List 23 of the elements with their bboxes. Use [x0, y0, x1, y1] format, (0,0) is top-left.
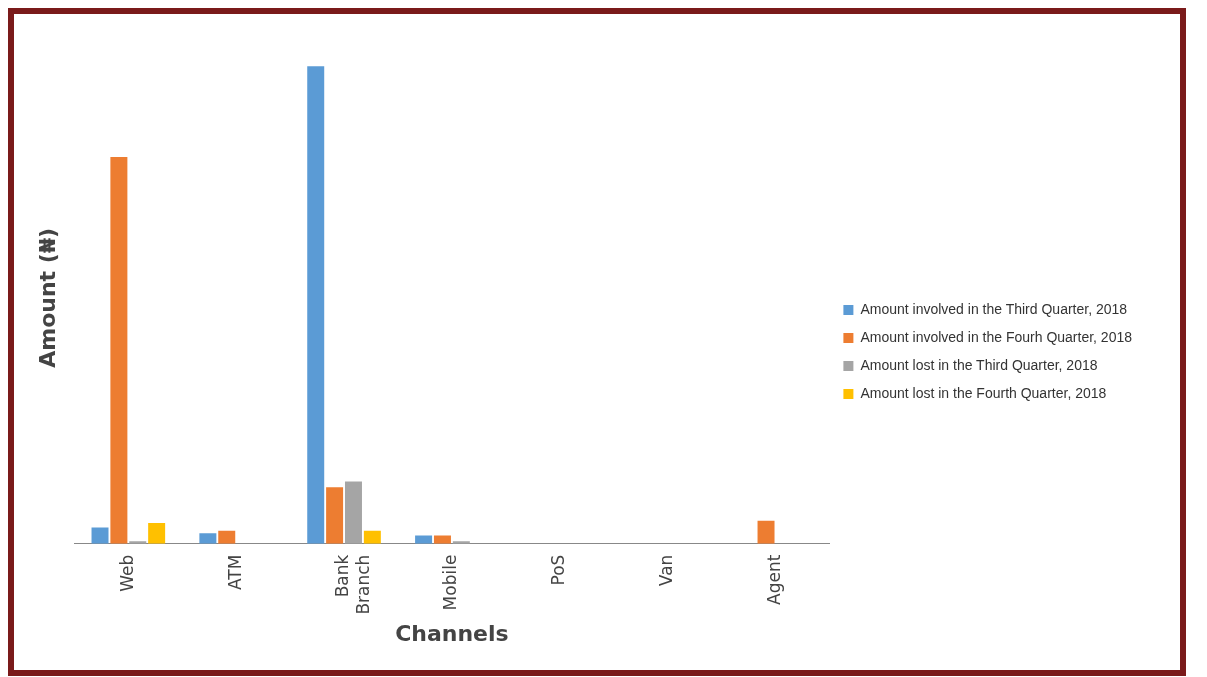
bar: [110, 157, 128, 544]
bar: [326, 487, 344, 544]
x-tick-label: ATM: [224, 554, 245, 591]
bar: [199, 533, 217, 544]
x-tick-label: PoS: [548, 554, 569, 586]
bar: [363, 530, 381, 544]
legend-label: Amount involved in the Third Quarter, 2018: [860, 300, 1128, 317]
bar: [91, 527, 109, 544]
bar: [148, 523, 166, 544]
x-tick-label: Mobile: [440, 554, 461, 611]
bar: [218, 530, 236, 544]
legend-label: Amount involved in the Fourh Quarter, 2018: [860, 328, 1133, 345]
bar: [307, 66, 325, 544]
bar: [344, 481, 362, 544]
x-tick-label: Van: [656, 554, 677, 587]
x-tick-label: Agent: [763, 554, 784, 605]
legend-label: Amount lost in the Fourth Quarter, 2018: [860, 384, 1107, 401]
y-axis-title: Amount (₦): [34, 227, 60, 368]
bar: [757, 520, 775, 544]
x-tick-label: Web: [116, 554, 137, 592]
x-axis-title: Channels: [395, 620, 509, 646]
legend-label: Amount lost in the Third Quarter, 2018: [860, 356, 1098, 373]
x-tick-label: Bank Branch: [332, 554, 373, 615]
